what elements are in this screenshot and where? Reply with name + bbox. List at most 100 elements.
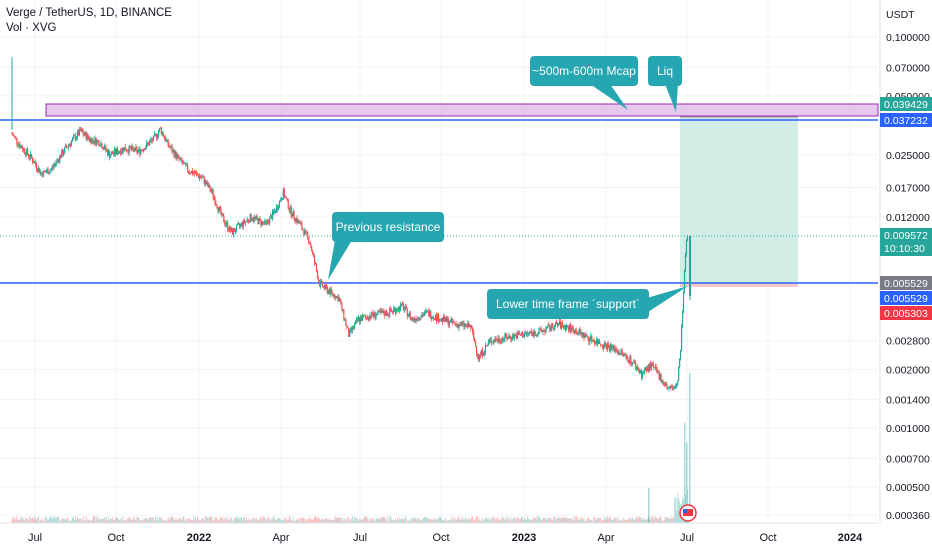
volume-bar: [561, 517, 563, 523]
volume-bar: [689, 373, 691, 523]
candle-body: [68, 144, 71, 146]
volume-bar: [675, 498, 677, 523]
candle-body: [89, 138, 91, 141]
volume-bar: [686, 443, 688, 523]
volume-bar: [506, 519, 508, 523]
candle-body: [377, 310, 379, 314]
candle-body: [17, 143, 19, 146]
callout-previous-resistance[interactable]: Previous resistance: [328, 212, 444, 280]
candle-body: [205, 180, 207, 185]
candle-body: [570, 327, 572, 332]
price-axis[interactable]: [880, 0, 932, 550]
candle-body: [386, 310, 388, 316]
volume-bar: [574, 516, 576, 523]
chart-legend: Verge / TetherUS, 1D, BINANCE Vol · XVG: [6, 6, 172, 36]
volume-bar: [603, 516, 605, 523]
candle-body: [509, 335, 511, 337]
volume-bar: [343, 520, 345, 523]
candle-body: [384, 314, 386, 316]
callout-mcap[interactable]: ~500m-600m Mcap: [530, 56, 638, 110]
volume-bar: [651, 516, 653, 523]
volume-bar: [80, 518, 82, 523]
volume-bar: [265, 518, 267, 523]
price-tag-countdown: 10:10:30: [884, 243, 925, 255]
candle-body: [216, 204, 218, 209]
volume-bar: [606, 516, 608, 523]
volume-bar: [549, 518, 551, 523]
candle-body: [342, 309, 344, 311]
volume-bar: [501, 516, 503, 523]
candle-body: [543, 330, 545, 332]
candle-body: [453, 321, 455, 323]
volume-bar: [51, 517, 53, 523]
candle-body: [515, 335, 517, 336]
volume-bar: [66, 518, 68, 523]
candle-body: [489, 339, 491, 341]
volume-bar: [624, 519, 626, 523]
volume-bar: [75, 520, 77, 523]
candle-body: [264, 220, 266, 224]
callout-mcap-pointer: [590, 84, 628, 110]
candle-body: [418, 317, 420, 319]
candle-body: [682, 292, 685, 312]
volume-bar: [451, 516, 453, 523]
candle-body: [637, 366, 639, 370]
volume-bar: [646, 519, 648, 523]
volume-bar: [661, 520, 663, 523]
volume-bar: [589, 519, 591, 523]
candle-body: [516, 335, 518, 339]
volume-bar: [479, 518, 481, 523]
candle-body: [653, 366, 655, 368]
candle-body: [444, 317, 446, 322]
candle-body: [94, 138, 96, 144]
flag-stripe: [683, 509, 693, 516]
candle-body: [590, 335, 592, 340]
candle-body: [528, 332, 530, 334]
callout-previous-resistance-pointer: [328, 240, 352, 280]
callout-liq[interactable]: Liq: [648, 56, 682, 112]
candle-body: [466, 324, 468, 327]
candle-body: [492, 340, 494, 343]
volume-bar: [658, 518, 660, 523]
volume-bar: [576, 516, 578, 523]
candle-body: [343, 309, 345, 320]
candle-body: [316, 270, 319, 279]
volume-bar: [434, 520, 436, 523]
volume-bar: [551, 519, 553, 523]
volume-bar: [276, 518, 278, 523]
volume-bar: [308, 518, 310, 523]
candle-body: [401, 303, 404, 305]
volume-bar: [397, 516, 399, 523]
volume-bar: [361, 519, 363, 523]
volume-bar: [259, 518, 261, 523]
candle-body: [139, 148, 141, 155]
volume-bar: [554, 516, 556, 523]
resistance-zone[interactable]: [45, 103, 879, 117]
candle-body: [269, 216, 271, 224]
candle-body: [167, 139, 169, 146]
volume-bar: [464, 518, 466, 523]
candle-body: [672, 387, 674, 390]
callout-lower-tf-support[interactable]: Lower time frame ´support´: [487, 286, 688, 319]
volume-bar: [515, 520, 517, 523]
candle-body: [88, 137, 90, 141]
volume-bar: [544, 518, 546, 523]
candle-body: [540, 328, 542, 331]
candle-body: [293, 211, 295, 219]
volume-bar: [653, 519, 655, 523]
candle-body: [677, 380, 679, 384]
target-box[interactable]: [680, 117, 798, 287]
candle-body: [168, 145, 170, 147]
volume-bar: [465, 516, 467, 523]
volume-bar: [272, 517, 274, 523]
candle-body: [174, 151, 176, 157]
volume-bar: [196, 516, 198, 523]
volume-bar: [306, 519, 308, 523]
candle-body: [350, 328, 352, 330]
candle-body: [366, 317, 368, 319]
candle-body: [24, 148, 26, 154]
candle-body: [12, 133, 14, 136]
volume-bar: [189, 518, 191, 523]
